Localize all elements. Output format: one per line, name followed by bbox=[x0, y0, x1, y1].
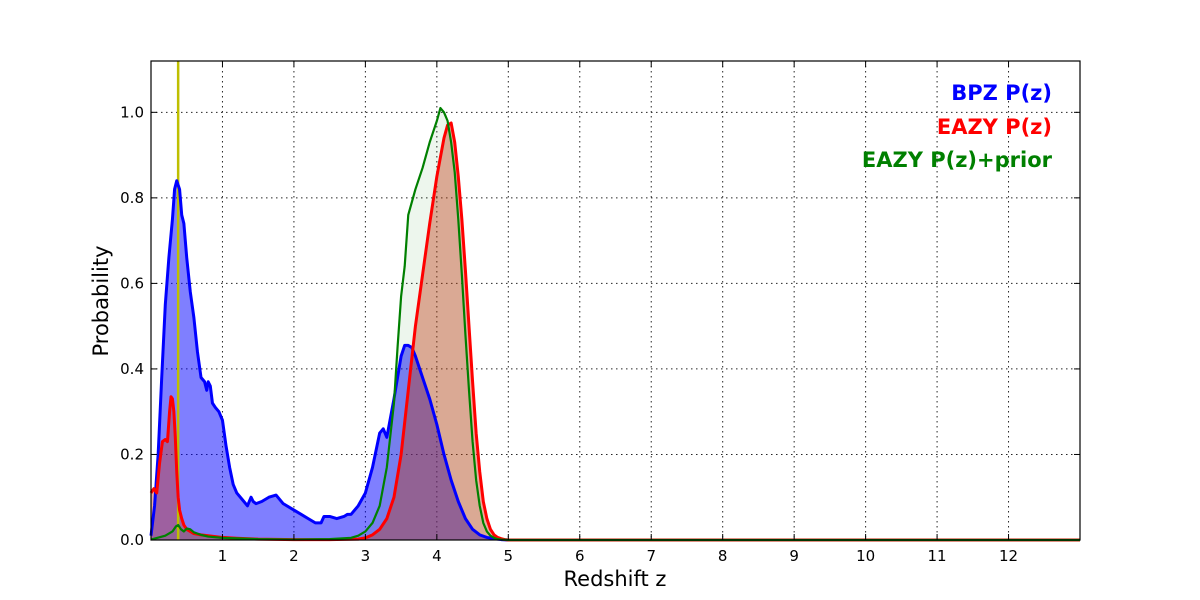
y-axis-label: Probability bbox=[89, 245, 113, 356]
series-line-1 bbox=[149, 121, 1080, 542]
x-tick-label-2: 2 bbox=[289, 547, 299, 565]
x-tick-label-5: 5 bbox=[504, 547, 514, 565]
x-tick-label-9: 9 bbox=[789, 547, 799, 565]
y-tick-label-0.0: 0.0 bbox=[120, 531, 144, 549]
legend-entry-eazy-prior: EAZY P(z)+prior bbox=[862, 148, 1053, 172]
x-tick-label-11: 11 bbox=[928, 547, 947, 565]
x-tick-label-3: 3 bbox=[361, 547, 371, 565]
x-tick-label-10: 10 bbox=[856, 547, 875, 565]
series-fill-0 bbox=[151, 180, 1080, 540]
y-tick-label-0.4: 0.4 bbox=[120, 360, 144, 378]
y-tick-label-1.0: 1.0 bbox=[120, 103, 144, 121]
legend-entry-eazy: EAZY P(z) bbox=[937, 115, 1052, 139]
x-tick-label-8: 8 bbox=[718, 547, 728, 565]
y-tick-label-0.8: 0.8 bbox=[120, 189, 144, 207]
x-tick-label-12: 12 bbox=[999, 547, 1018, 565]
legend: BPZ P(z) EAZY P(z) EAZY P(z)+prior bbox=[862, 81, 1053, 172]
x-tick-label-7: 7 bbox=[646, 547, 656, 565]
series-fill-1 bbox=[151, 123, 1080, 540]
series-fill-2 bbox=[151, 108, 1080, 540]
x-tick-label-1: 1 bbox=[218, 547, 228, 565]
x-tick-label-6: 6 bbox=[575, 547, 585, 565]
x-axis-label: Redshift z bbox=[564, 567, 667, 591]
plot-frame bbox=[150, 60, 1081, 541]
legend-entry-bpz: BPZ P(z) bbox=[951, 81, 1052, 105]
y-tick-label-0.2: 0.2 bbox=[120, 445, 144, 463]
series-line-2 bbox=[150, 106, 1080, 542]
series-line-0 bbox=[149, 179, 1080, 542]
plot-area bbox=[149, 61, 1080, 542]
x-tick-label-4: 4 bbox=[432, 547, 442, 565]
axes: 1 2 3 4 5 6 7 8 9 10 11 120.00.20.40.60.81.0 bbox=[120, 60, 1081, 565]
y-tick-label-0.6: 0.6 bbox=[120, 274, 144, 292]
